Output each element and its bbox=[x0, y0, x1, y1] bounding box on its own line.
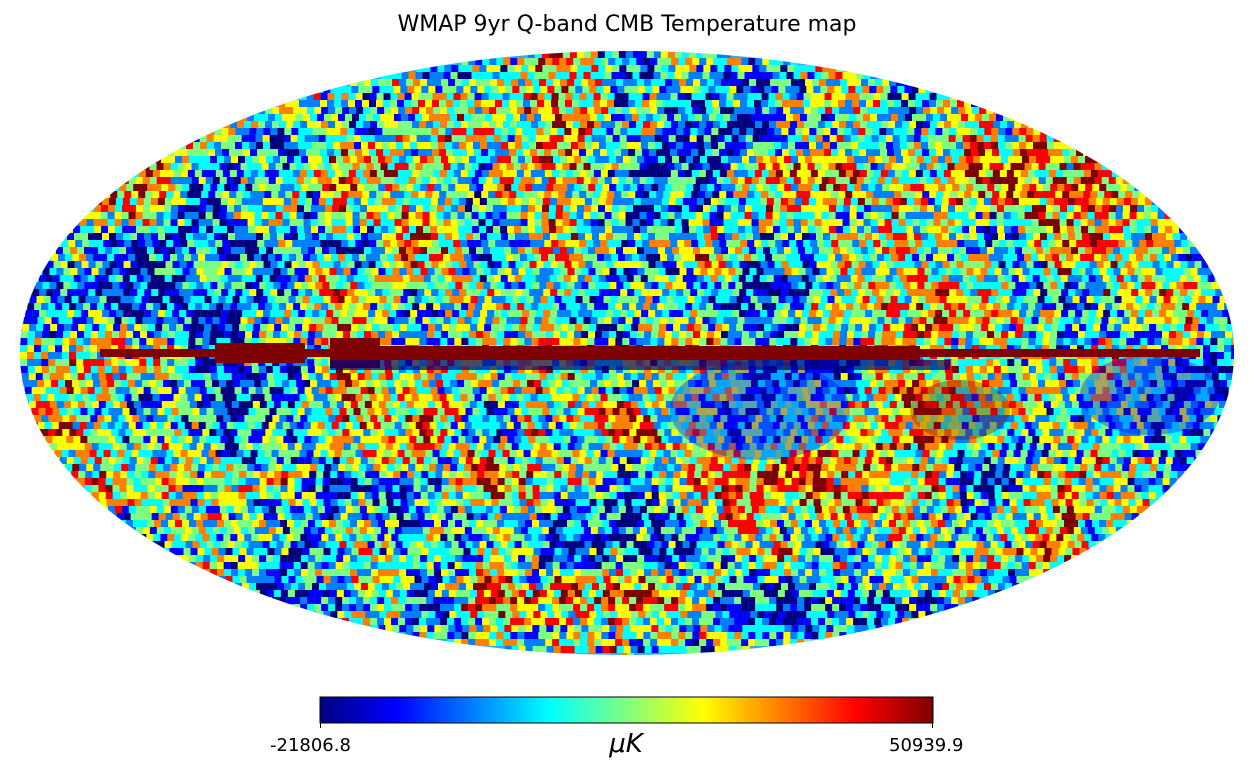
map-fill bbox=[20, 51, 1234, 655]
map-pixels bbox=[20, 51, 1234, 655]
sky-structure bbox=[1080, 355, 1220, 435]
galactic-plane-segment bbox=[560, 348, 760, 358]
sky-structure bbox=[670, 360, 850, 460]
cmb-sky-map bbox=[20, 51, 1234, 655]
colorbar-gradient bbox=[319, 696, 934, 724]
sky-structure bbox=[910, 380, 1010, 440]
galactic-plane-segment bbox=[215, 343, 305, 363]
map-structures bbox=[670, 355, 1220, 460]
galactic-plane bbox=[100, 338, 1200, 370]
colorbar-unit-label: μK bbox=[609, 729, 643, 759]
plot-title: WMAP 9yr Q-band CMB Temperature map bbox=[397, 12, 857, 37]
colorbar-max-label: 50939.9 bbox=[889, 735, 964, 756]
galactic-plane-segment bbox=[900, 349, 1200, 357]
galactic-plane-edge bbox=[330, 360, 950, 370]
colorbar-min-label: -21806.8 bbox=[270, 735, 351, 756]
